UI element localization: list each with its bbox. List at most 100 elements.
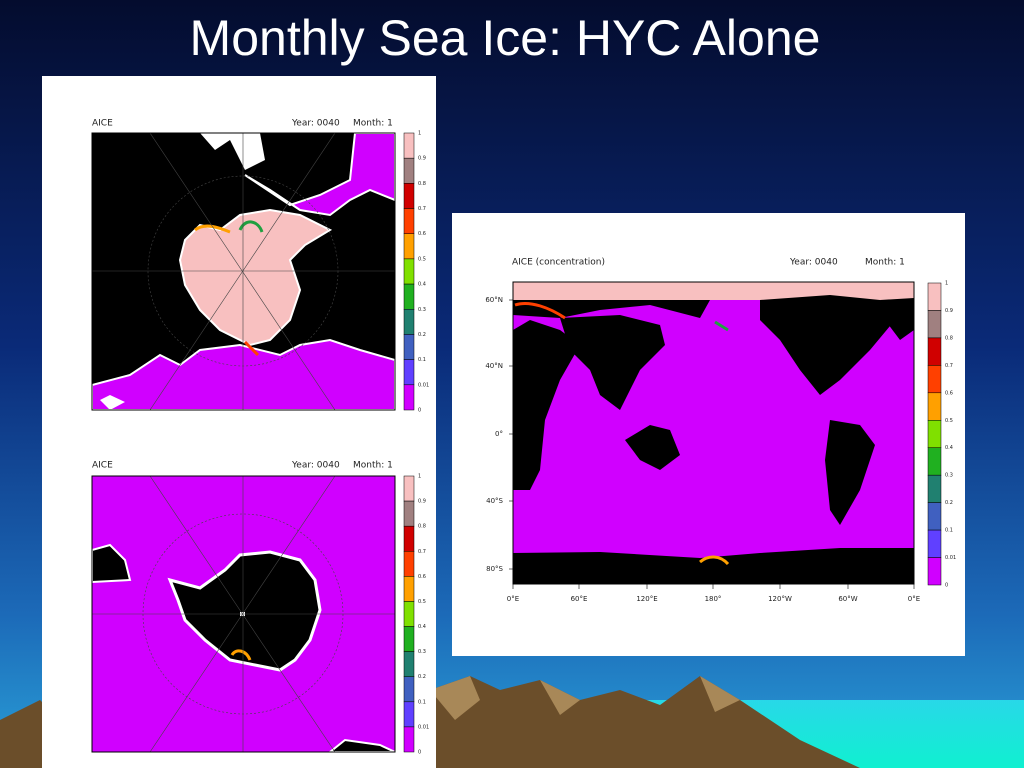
colorbar-label: 0.5 — [945, 418, 953, 424]
longitude-label: 60°W — [838, 595, 857, 603]
colorbar-label: 0.6 — [418, 231, 426, 237]
antarctica — [167, 550, 322, 672]
mountain-highlight — [430, 676, 740, 720]
colorbar-label: 0.2 — [418, 332, 426, 338]
latitude-label: 0° — [495, 430, 503, 438]
ocean — [244, 133, 395, 217]
month-label: Month: 1 — [353, 119, 393, 129]
ocean — [92, 338, 395, 410]
colorbar-label: 0.7 — [418, 206, 426, 212]
colorbar-segment — [927, 529, 942, 558]
colorbar-segment — [403, 500, 415, 527]
colorbar-segment — [403, 283, 415, 310]
colorbar-segment — [403, 157, 415, 184]
colorbar-segment — [403, 551, 415, 577]
longitude-label: 0°E — [908, 595, 920, 603]
month-label: Month: 1 — [353, 461, 393, 471]
colorbar-label: 1 — [945, 281, 948, 287]
colorbar-segment — [403, 258, 415, 285]
latitude-label: 80°S — [486, 565, 503, 573]
longitude-label: 120°E — [636, 595, 657, 603]
year-label: Year: 0040 — [291, 461, 340, 471]
map-frame — [91, 132, 396, 411]
ice-edge — [243, 340, 260, 357]
colorbar-label: 0.1 — [418, 357, 426, 363]
sea-ice — [513, 282, 914, 300]
colorbar-label: 0.4 — [945, 445, 953, 451]
ice-edge — [230, 649, 252, 661]
greenland — [880, 298, 914, 340]
ice-edge — [699, 555, 730, 566]
colorbar-label: 0.3 — [418, 649, 426, 655]
latitude-label: 60°N — [485, 296, 503, 304]
colorbar-segment — [403, 475, 415, 502]
ice-edge — [714, 320, 729, 332]
colorbar-segment — [927, 365, 942, 394]
colorbar-segment — [403, 384, 415, 411]
colorbar-label: 0.1 — [945, 528, 953, 534]
colorbar-segment — [403, 701, 415, 728]
month-label: Month: 1 — [865, 258, 905, 268]
colorbar-segment — [403, 183, 415, 209]
colorbar-label: 0.3 — [945, 473, 953, 479]
colorbar-label: 0.2 — [945, 500, 953, 506]
antarctic-map — [92, 476, 395, 752]
colorbar-label: 0.2 — [418, 674, 426, 680]
variable-label: AICE (concentration) — [512, 258, 605, 268]
colorbar-label: 0.4 — [418, 624, 426, 630]
colorbar-segment — [927, 392, 942, 421]
colorbar-label: 0.8 — [418, 181, 426, 187]
colorbar-label: 0.8 — [418, 524, 426, 530]
ice-edge — [238, 220, 264, 233]
latitude-label: 40°S — [486, 497, 503, 505]
colorbar-segment — [403, 576, 415, 602]
colorbar-label: 0.4 — [418, 282, 426, 288]
colorbar-segment — [927, 447, 942, 476]
year-label: Year: 0040 — [789, 258, 838, 268]
colorbar-segment — [927, 420, 942, 448]
colorbar-label: 0.3 — [418, 307, 426, 313]
axis-ticks — [509, 299, 915, 589]
longitude-label: 180° — [705, 595, 722, 603]
colorbar-label: 0.5 — [418, 256, 426, 262]
australia — [625, 425, 680, 470]
longitude-label: 0°E — [507, 595, 519, 603]
colorbar-label: 0.01 — [945, 555, 956, 561]
colorbar-segment — [403, 626, 415, 652]
colorbar-label: 0.6 — [418, 574, 426, 580]
colorbar-label: 0.5 — [418, 599, 426, 605]
colorbar-label: 0 — [418, 408, 421, 414]
colorbar-segment — [927, 474, 942, 503]
colorbar-label: 1 — [418, 474, 421, 480]
slide-title: Monthly Sea Ice: HYC Alone — [190, 10, 821, 66]
longitude-label: 60°E — [571, 595, 588, 603]
colorbar-label: 0.1 — [418, 699, 426, 705]
longitude-label: 120°W — [768, 595, 792, 603]
colorbar-segment — [403, 233, 415, 260]
mountains — [380, 676, 860, 768]
colorbar-segment — [403, 309, 415, 335]
land — [92, 543, 395, 752]
land — [513, 300, 710, 318]
map-frame — [91, 475, 396, 753]
latitude-label: 40°N — [485, 362, 503, 370]
colorbar-label: 0.9 — [418, 499, 426, 505]
ice-free-region — [100, 395, 125, 410]
antarctica — [513, 548, 914, 584]
ice-free-region — [200, 133, 265, 170]
colorbar-label: 0 — [418, 750, 421, 756]
colorbar-segment — [927, 502, 942, 531]
colorbar-segment — [927, 337, 942, 366]
north-america — [760, 295, 895, 395]
asia — [560, 315, 665, 410]
south-america — [825, 420, 875, 525]
colorbar-label: 0.6 — [945, 390, 953, 396]
colorbar-segment — [927, 310, 942, 339]
map-frame — [512, 281, 915, 585]
colorbar-segment — [403, 726, 415, 753]
colorbar-segment — [403, 359, 415, 386]
sea-ice — [178, 208, 333, 347]
arctic-map — [92, 133, 395, 410]
